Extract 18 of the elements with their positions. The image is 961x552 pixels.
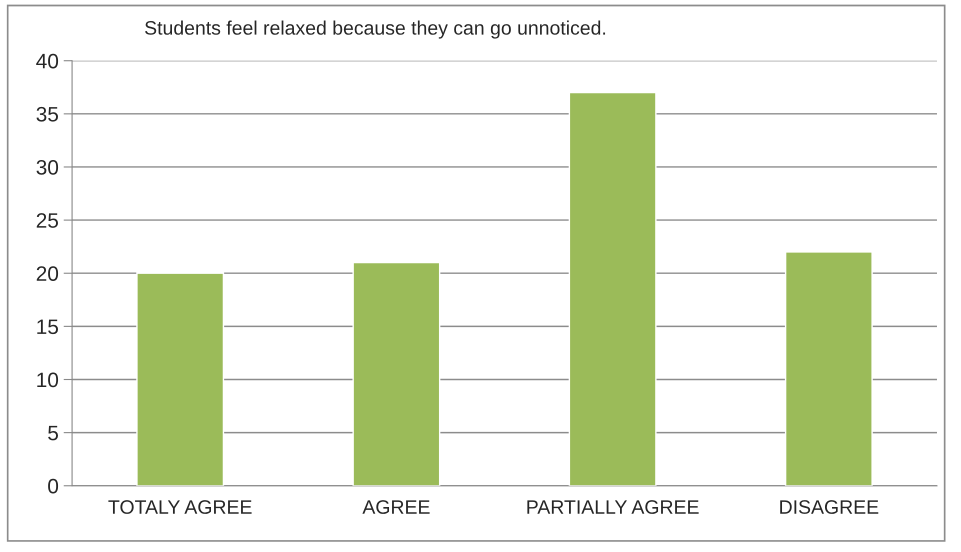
y-tick-label: 35 <box>36 106 58 122</box>
y-tick-label: 30 <box>36 160 58 175</box>
x-tick-label: TOTALY AGREE <box>108 500 252 514</box>
y-tick-label: 40 <box>36 54 58 68</box>
bar <box>784 251 873 486</box>
y-tick-label: 25 <box>36 213 58 228</box>
y-tick-label: 5 <box>48 426 58 440</box>
y-tick-label: 0 <box>48 478 58 494</box>
y-tick-label: 15 <box>37 320 58 334</box>
x-tick-label: AGREE <box>362 500 430 514</box>
chart-title: Students feel relaxed because they can go unnoticed. <box>145 20 606 39</box>
x-tick-label: DISAGREE <box>780 500 878 514</box>
y-tick-label: 20 <box>36 266 58 281</box>
y-tick-label: 10 <box>37 372 58 388</box>
bar <box>352 262 440 486</box>
bar <box>568 92 657 486</box>
x-tick-label: PARTIALLY AGREE <box>527 500 699 514</box>
bar <box>136 272 224 486</box>
